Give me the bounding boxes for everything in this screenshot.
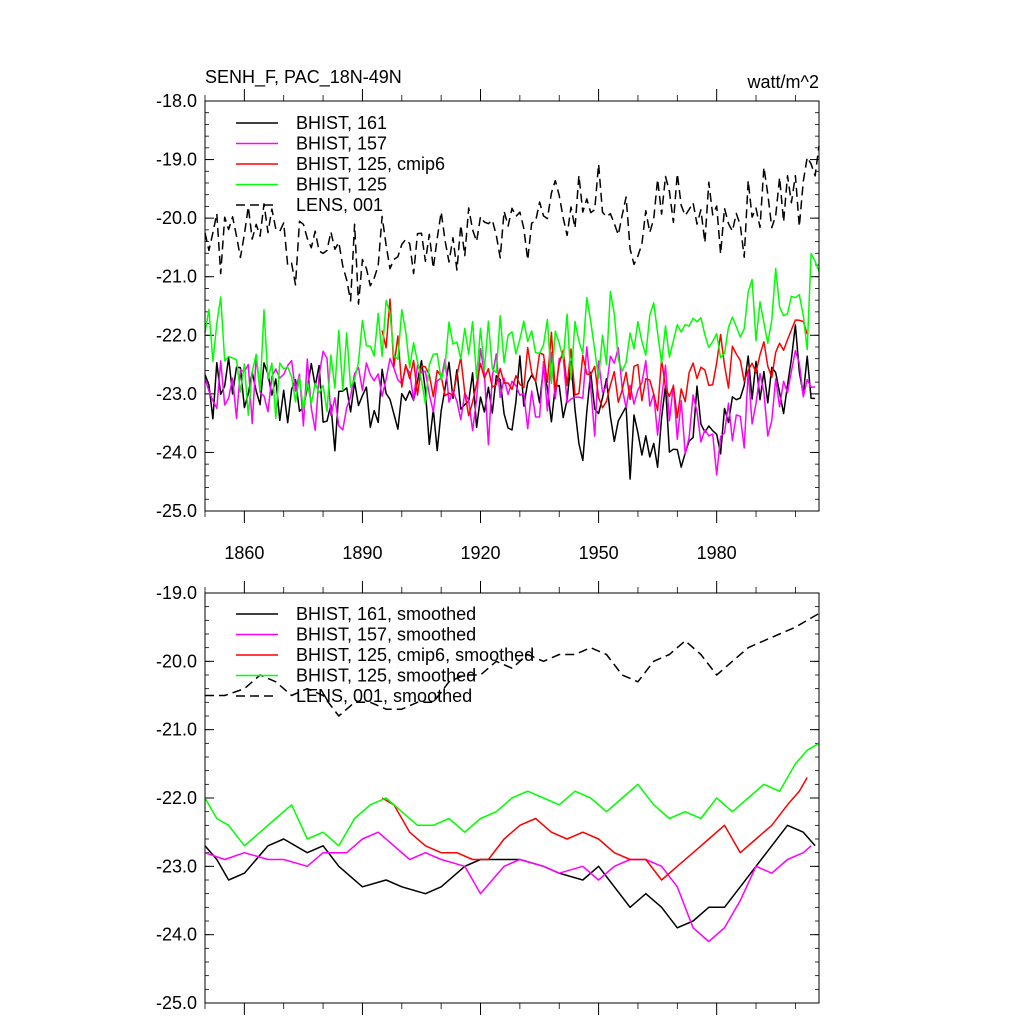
legend-label: BHIST, 161, smoothed [296,604,476,624]
y-tick-label: -25.0 [156,993,197,1013]
series-line [204,346,816,476]
legend-label: LENS, 001 [296,195,383,215]
x-tick-label: 1860 [224,543,264,563]
bottom-panel: -25.0 -24.0 -23.0 -22.0 -21.0 -20.0 -19.0 BHIS… [156,581,820,1015]
series-line [204,742,820,847]
series-line [204,252,820,419]
legend-label: BHIST, 125 [296,175,387,195]
y-tick-label: -22.0 [156,325,197,345]
units-label: watt/m^2 [747,72,819,92]
y-tick-label: -21.0 [156,720,197,740]
series-line [204,145,820,305]
y-tick-label: -25.0 [156,501,197,521]
y-tick-label: -23.0 [156,384,197,404]
top-plot-frame [204,100,820,512]
series-line [204,831,812,943]
bottom-plot-frame [204,592,820,1004]
top-panel: SENH_F, PAC_18N-49N watt/m^2 -25.0-24.0-… [156,67,820,563]
series-line [205,612,820,717]
x-tick-label: 1890 [342,543,382,563]
x-tick-label: 1920 [460,543,500,563]
legend-label: BHIST, 157 [296,134,387,154]
legend-label: LENS, 001, smoothed [296,686,472,706]
legend-label: BHIST, 125, cmip6, smoothed [296,645,534,665]
legend-label: BHIST, 157, smoothed [296,625,476,645]
legend-label: BHIST, 125, smoothed [296,666,476,686]
y-tick-label: -21.0 [156,267,197,287]
x-tick-label: 1980 [697,543,737,563]
y-tick-label: -23.0 [156,856,197,876]
y-tick-label: -19.0 [156,150,197,170]
top-series-lines [204,145,820,480]
chart-title: SENH_F, PAC_18N-49N [205,67,402,88]
x-tick-label: 1950 [579,543,619,563]
series-line [381,777,808,881]
series-line [381,298,808,419]
bottom-series-lines [204,612,820,943]
y-tick-label: -20.0 [156,651,197,671]
y-tick-label: -19.0 [156,583,197,603]
bottom-axes: -25.0 -24.0 -23.0 -22.0 -21.0 -20.0 -19.0 [156,581,819,1015]
top-axes: -25.0 -24.0 -23.0 -22.0 -21.0 -20.0 -19.0 -18.0… [156,89,819,563]
y-tick-label: -20.0 [156,208,197,228]
y-tick-label: -18.0 [156,91,197,111]
y-tick-label: -24.0 [156,925,197,945]
y-tick-label: -24.0 [156,442,197,462]
y-tick-label: -22.0 [156,788,197,808]
legend-label: BHIST, 161 [296,113,387,133]
legend-label: BHIST, 125, cmip6 [296,154,445,174]
